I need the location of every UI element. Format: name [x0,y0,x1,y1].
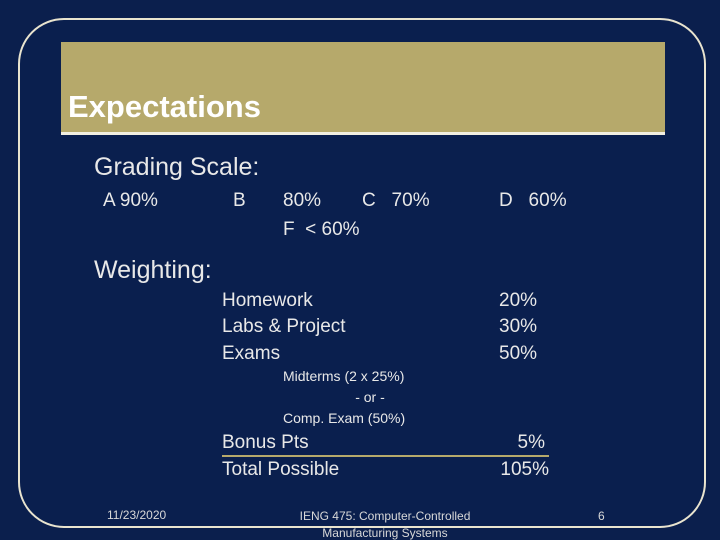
weight-label-homework: Homework [222,290,313,311]
weight-value-homework: 20% [499,290,538,311]
footer-course-line2: Manufacturing Systems [322,526,448,540]
grade-b-value: 80% [283,190,322,211]
exam-note-or: - or - [355,389,385,405]
total-divider [222,455,549,457]
footer-date: 11/23/2020 [107,508,167,522]
bonus-value: 5% [517,432,545,453]
weight-label-exams: Exams [222,343,281,364]
footer-course-line1: IENG 475: Computer-Controlled [299,509,471,523]
title-bar [61,42,665,135]
bonus-label: Bonus Pts [222,432,309,453]
exam-note-midterms: Midterms (2 x 25%) [283,368,405,384]
total-value: 105% [500,459,549,480]
weight-value-exams: 50% [499,343,538,364]
grade-b-letter: B [233,190,246,211]
weight-value-labs: 30% [499,316,538,337]
total-label: Total Possible [222,459,340,480]
exam-note-comp: Comp. Exam (50%) [283,410,406,426]
grade-d: D 60% [499,190,567,211]
footer-page-number: 6 [598,509,605,523]
slide-title: Expectations [68,89,261,124]
grade-f: F < 60% [283,219,360,240]
grading-heading: Grading Scale: [94,153,260,181]
weight-label-labs: Labs & Project [222,316,346,337]
grade-a: A 90% [103,190,158,211]
grade-c: C 70% [362,190,430,211]
weighting-heading: Weighting: [94,256,212,284]
